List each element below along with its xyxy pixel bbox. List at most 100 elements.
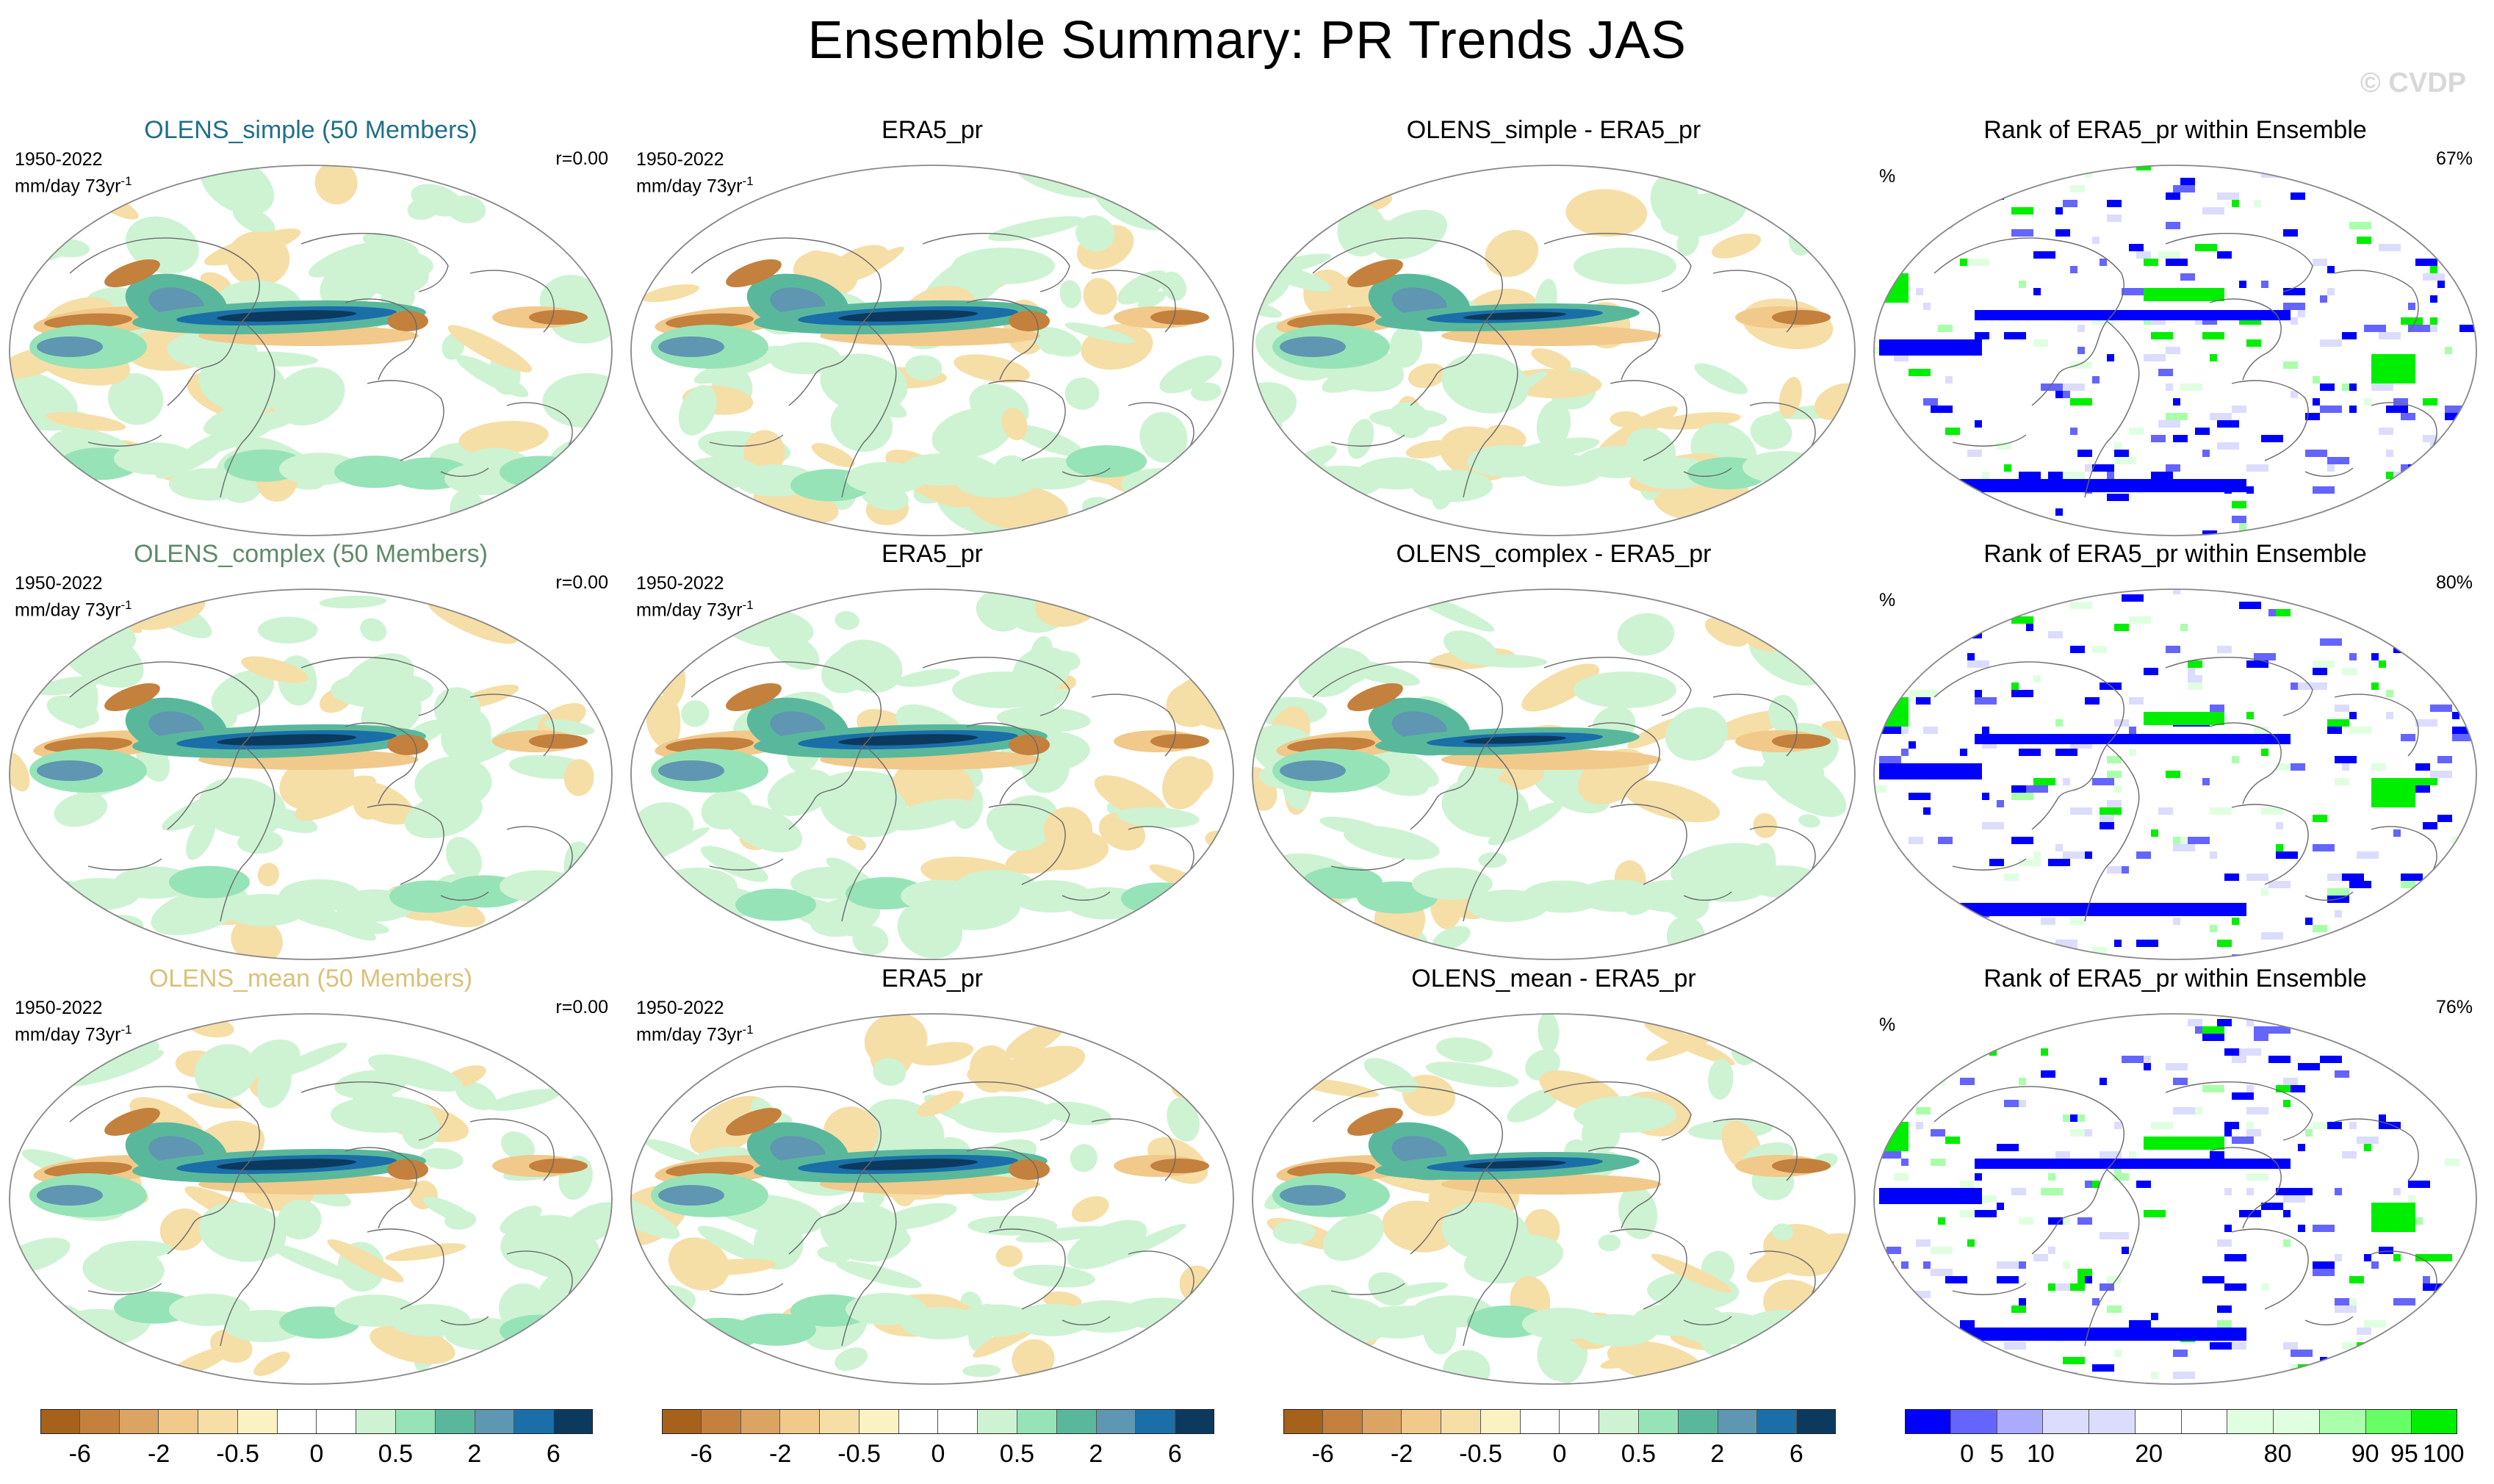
southern-ocean-band (1121, 1297, 1202, 1330)
rank-cell (2445, 406, 2467, 413)
rank-cell (2437, 1313, 2445, 1320)
rank-cell (2202, 317, 2217, 325)
colorbar-tick-label: 0 (1552, 1440, 1567, 1468)
rank-cell (1982, 727, 1989, 734)
southern-ocean-band (631, 893, 706, 926)
rank-cell (2129, 428, 2144, 435)
rank-cell (1886, 1247, 1901, 1254)
rank-cell (2224, 1254, 2246, 1261)
rank-cell (2070, 851, 2085, 859)
trend-patch (1660, 192, 1747, 237)
trend-patch (547, 1335, 602, 1375)
rank-cell (2393, 1026, 2415, 1034)
rank-cell (2114, 442, 2122, 450)
rank-cell (2430, 1305, 2452, 1313)
rank-cell (1945, 376, 1953, 383)
units-text: mm/day 73yr (636, 176, 743, 197)
rank-cell (2408, 1070, 2430, 1078)
rank-cell (2129, 1151, 2136, 1159)
rank-cell (1938, 1379, 1945, 1384)
trend-patch (1340, 493, 1377, 511)
subtropic-green (1441, 1202, 1529, 1262)
rank-cell (2107, 215, 2122, 222)
panel-title: OLENS_mean (50 Members) (148, 965, 473, 993)
rank-cell (2379, 165, 2401, 170)
rank-cell (1886, 697, 1894, 705)
trend-patch (1159, 355, 1222, 394)
trend-patch (895, 669, 960, 687)
rank-cell (2459, 494, 2476, 501)
colorbar-tick-label: 0 (1960, 1440, 1975, 1468)
rank-cell (2415, 508, 2437, 516)
rank-cell (2011, 1034, 2019, 1041)
rank-cell (2423, 273, 2445, 281)
trend-patch (1772, 1223, 1794, 1241)
trend-patch (1788, 223, 1814, 256)
rank-cell (2173, 918, 2180, 925)
rank-cell (2459, 516, 2476, 523)
trend-patch (548, 436, 612, 492)
colorbar-tick-label: 2 (1089, 1440, 1103, 1468)
rank-cell (2063, 1357, 2085, 1364)
midlat-green (331, 248, 433, 284)
rank-cell (2114, 457, 2136, 464)
rank-cell (2349, 383, 2357, 391)
rank-cell (2268, 609, 2276, 616)
trend-patch (1547, 1339, 1585, 1383)
units-text: mm/day 73yr (15, 1024, 121, 1045)
rank-cell (2298, 310, 2305, 317)
rank-cell (2188, 837, 2210, 844)
units-label: mm/day 73yr-1 (15, 170, 132, 197)
rank-cell (2320, 295, 2327, 303)
rank-cell (2246, 1129, 2261, 1137)
trend-patch (189, 1017, 234, 1038)
rank-cell (1938, 325, 1953, 332)
rank-cell (2173, 837, 2180, 844)
rank-cell (1886, 682, 1901, 690)
rank-cell (2055, 170, 2063, 178)
colorbar-swatch (2181, 1409, 2228, 1434)
rank-cell (2188, 660, 2202, 668)
rank-cell (2239, 317, 2261, 325)
trend-patch (846, 835, 867, 851)
rank-cell (1967, 653, 1975, 660)
rank-cell (2261, 1203, 2283, 1210)
rank-cell (2070, 361, 2092, 369)
rank-cell (2320, 638, 2342, 646)
colorbar-swatch (1639, 1409, 1679, 1434)
atlantic-green (2371, 778, 2415, 807)
trend-patch (298, 902, 376, 941)
rank-cell (2291, 391, 2298, 398)
rank-cell (2335, 778, 2349, 785)
rank-cell (2335, 705, 2349, 712)
rank-cell (2107, 494, 2129, 501)
rank-cell (1975, 697, 1997, 705)
southern-ocean-band (1412, 469, 1493, 503)
rank-cell (1886, 859, 1909, 866)
rank-cell (2430, 464, 2445, 472)
rank-cell (2335, 910, 2342, 918)
trend-patch (1536, 400, 1571, 450)
trend-patch (1521, 663, 1599, 712)
coastlines (1933, 1081, 2437, 1347)
units-exponent: -1 (120, 598, 132, 612)
rank-cell (2401, 881, 2415, 888)
trend-patch (644, 1139, 704, 1164)
rank-cell (2011, 690, 2033, 697)
trend-patch (700, 846, 768, 882)
trend-patch (1618, 620, 1660, 652)
indian-ocean-blue (37, 760, 103, 781)
southern-ocean-band (114, 442, 195, 475)
rank-cell (2100, 822, 2114, 829)
pattern-correlation: r=0.00 (555, 148, 608, 169)
rank-cell (2430, 1254, 2452, 1261)
rank-cell (1967, 940, 1989, 947)
rank-cell (2246, 1122, 2254, 1129)
rank-cell (2246, 712, 2254, 719)
trend-patch (1001, 407, 1028, 441)
rank-unit: % (1879, 1015, 1896, 1035)
colorbar-swatch (1560, 1409, 1600, 1434)
trend-patch (1111, 1223, 1186, 1261)
rank-cell (2077, 1276, 2085, 1283)
rank-cell (2371, 763, 2386, 771)
